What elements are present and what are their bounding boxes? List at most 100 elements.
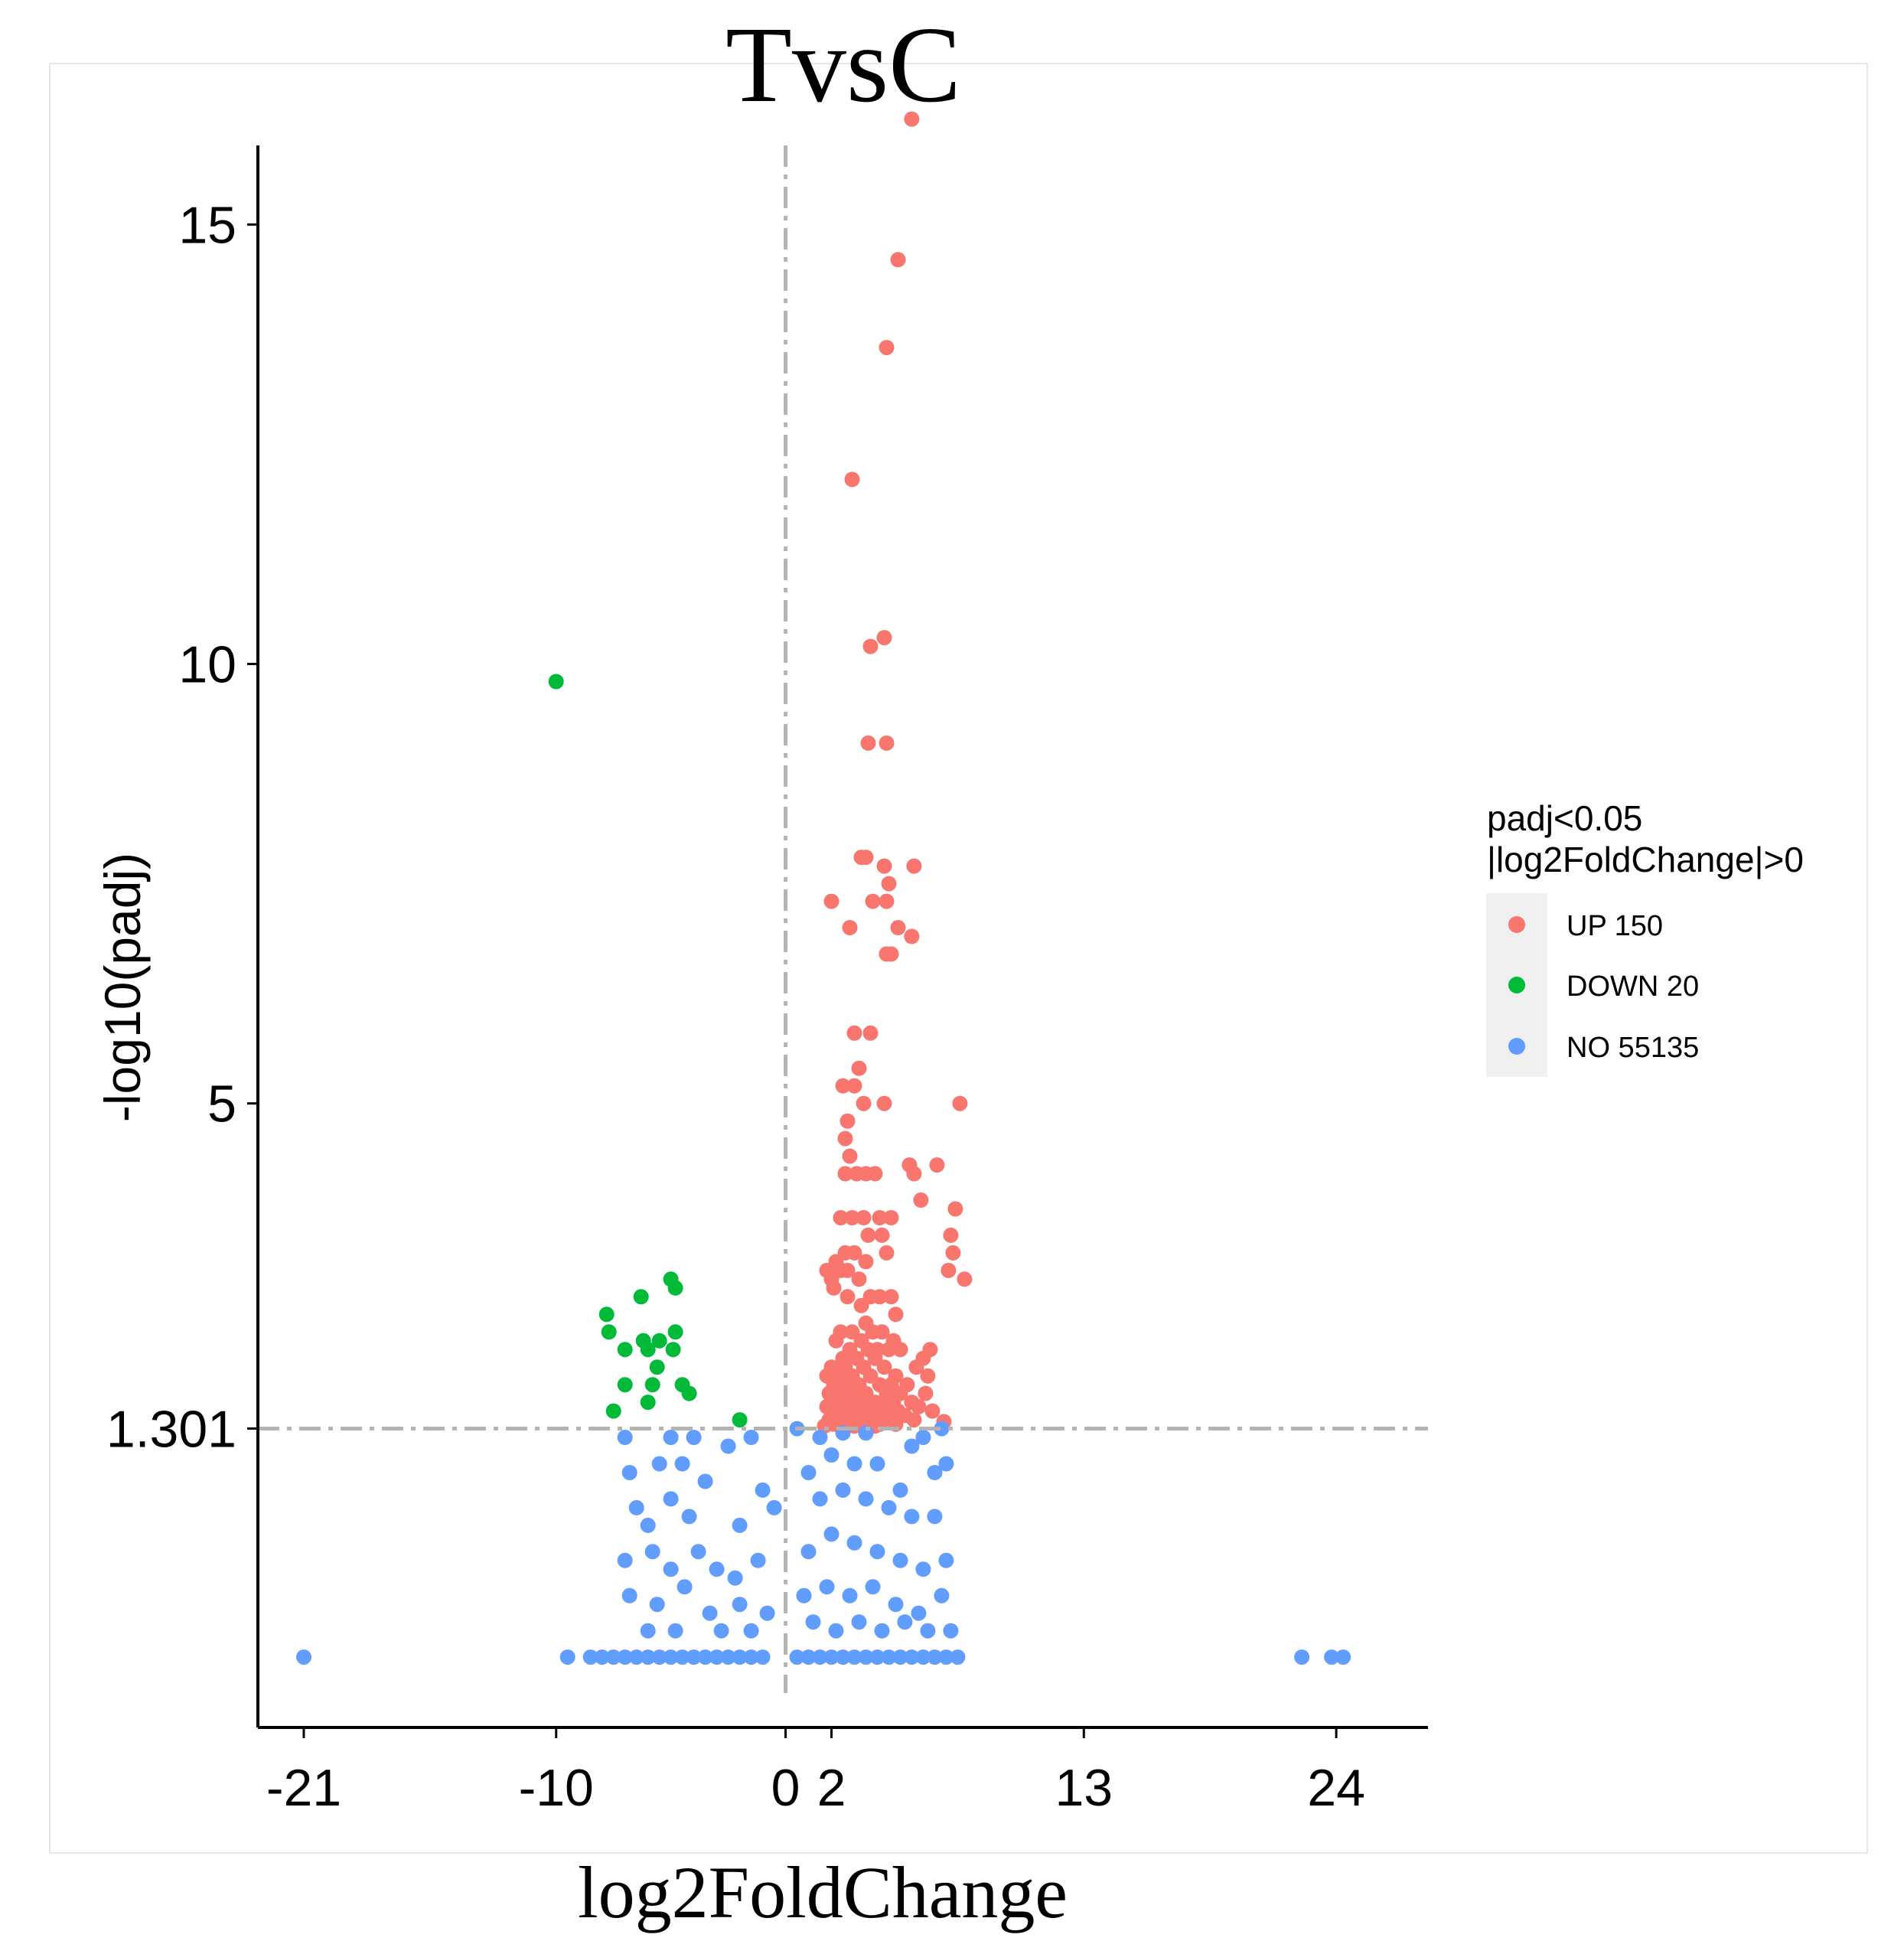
point-up [846, 1244, 862, 1261]
point-no [800, 1544, 817, 1560]
point-no [743, 1649, 759, 1665]
point-up [906, 1412, 922, 1428]
point-up [904, 111, 920, 127]
point-no [605, 1649, 621, 1665]
point-no [732, 1517, 748, 1533]
point-no [888, 1597, 904, 1613]
point-no [897, 1614, 913, 1630]
x-tick-label: 13 [1055, 1759, 1113, 1817]
point-no [663, 1430, 679, 1445]
point-up [890, 252, 906, 268]
point-up [879, 735, 895, 751]
point-no [858, 1649, 874, 1665]
point-no [621, 1587, 637, 1603]
point-up [876, 858, 892, 874]
point-no [904, 1438, 920, 1454]
point-up [844, 1210, 860, 1225]
point-no [743, 1623, 759, 1639]
point-up [883, 1210, 899, 1225]
point-up [851, 1271, 867, 1287]
point-up [911, 1398, 927, 1414]
point-no [943, 1623, 959, 1639]
point-no [702, 1605, 718, 1621]
point-up [943, 1227, 959, 1243]
point-up [846, 1078, 862, 1094]
point-down [640, 1395, 656, 1411]
point-no [835, 1482, 851, 1498]
point-no [911, 1605, 927, 1621]
point-no [915, 1561, 931, 1577]
point-no [617, 1430, 633, 1445]
point-up [840, 1262, 856, 1278]
point-down [617, 1342, 633, 1358]
point-no [934, 1587, 950, 1603]
point-no [892, 1649, 908, 1665]
point-up [865, 893, 881, 909]
point-up [860, 1227, 876, 1243]
point-no [640, 1517, 656, 1533]
point-no [938, 1456, 954, 1472]
point-up [879, 340, 895, 356]
point-no [755, 1482, 771, 1498]
point-no [938, 1552, 954, 1568]
point-up [881, 1342, 897, 1358]
point-no [667, 1623, 683, 1639]
x-tick-label: 24 [1307, 1759, 1365, 1817]
point-down [640, 1342, 656, 1358]
point-no [296, 1649, 311, 1665]
point-up [922, 1342, 938, 1358]
point-up [908, 1359, 924, 1375]
x-tick-label: 0 [771, 1759, 800, 1817]
point-down [649, 1359, 665, 1375]
legend-title-line-2: |log2FoldChange|>0 [1487, 840, 1804, 879]
point-no [686, 1430, 702, 1445]
point-up [858, 1254, 874, 1270]
point-up [947, 1201, 963, 1217]
point-down [617, 1377, 633, 1393]
point-up [872, 1210, 888, 1225]
point-no [812, 1649, 828, 1665]
point-no [851, 1614, 867, 1630]
point-no [823, 1649, 840, 1665]
point-down [667, 1280, 683, 1296]
point-up [892, 1342, 908, 1358]
legend-label-down: DOWN 20 [1567, 970, 1699, 1003]
points-layer [296, 111, 1351, 1665]
point-no [732, 1597, 748, 1613]
y-tick-label: 5 [207, 1075, 236, 1134]
y-tick-label: 15 [178, 196, 236, 254]
point-down [681, 1385, 697, 1401]
point-no [755, 1649, 771, 1665]
point-no [892, 1552, 908, 1568]
point-no [865, 1579, 881, 1595]
point-up [858, 850, 874, 866]
point-down [667, 1324, 683, 1340]
point-up [828, 1333, 844, 1349]
point-no [697, 1649, 713, 1665]
point-no [835, 1649, 851, 1665]
point-down [548, 674, 564, 690]
point-up [913, 1192, 929, 1208]
point-no [1294, 1649, 1310, 1665]
point-up [833, 1210, 849, 1225]
point-no [927, 1509, 943, 1525]
point-up [837, 1166, 853, 1182]
point-up [883, 1289, 899, 1305]
y-tick-label: 10 [178, 636, 236, 694]
point-no [904, 1649, 920, 1665]
point-down [605, 1403, 621, 1419]
x-axis-label: log2FoldChange [578, 1851, 1068, 1933]
point-up [957, 1271, 973, 1287]
point-no [628, 1649, 644, 1665]
plot-panel [49, 63, 1868, 1854]
point-no [846, 1649, 862, 1665]
point-down [601, 1324, 617, 1340]
point-up [924, 1403, 941, 1419]
point-no [663, 1491, 679, 1507]
point-no [674, 1456, 690, 1472]
point-up [906, 1166, 922, 1182]
point-no [750, 1552, 766, 1568]
point-no [881, 1499, 897, 1515]
point-up [874, 1227, 890, 1243]
point-no [920, 1623, 936, 1639]
